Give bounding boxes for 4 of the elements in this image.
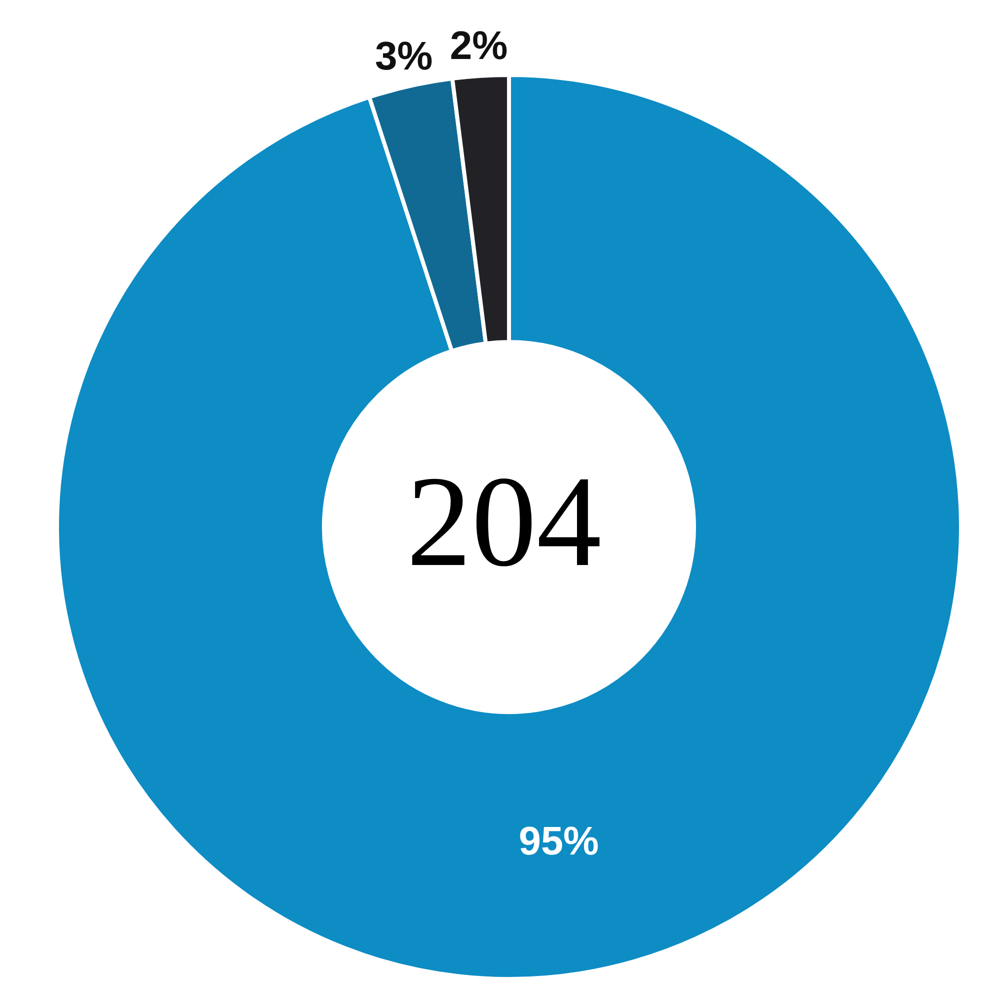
- data-label: 3%: [374, 34, 433, 79]
- data-label: 95%: [518, 820, 599, 864]
- data-label: 2%: [450, 24, 508, 68]
- text: 204: [406, 450, 602, 594]
